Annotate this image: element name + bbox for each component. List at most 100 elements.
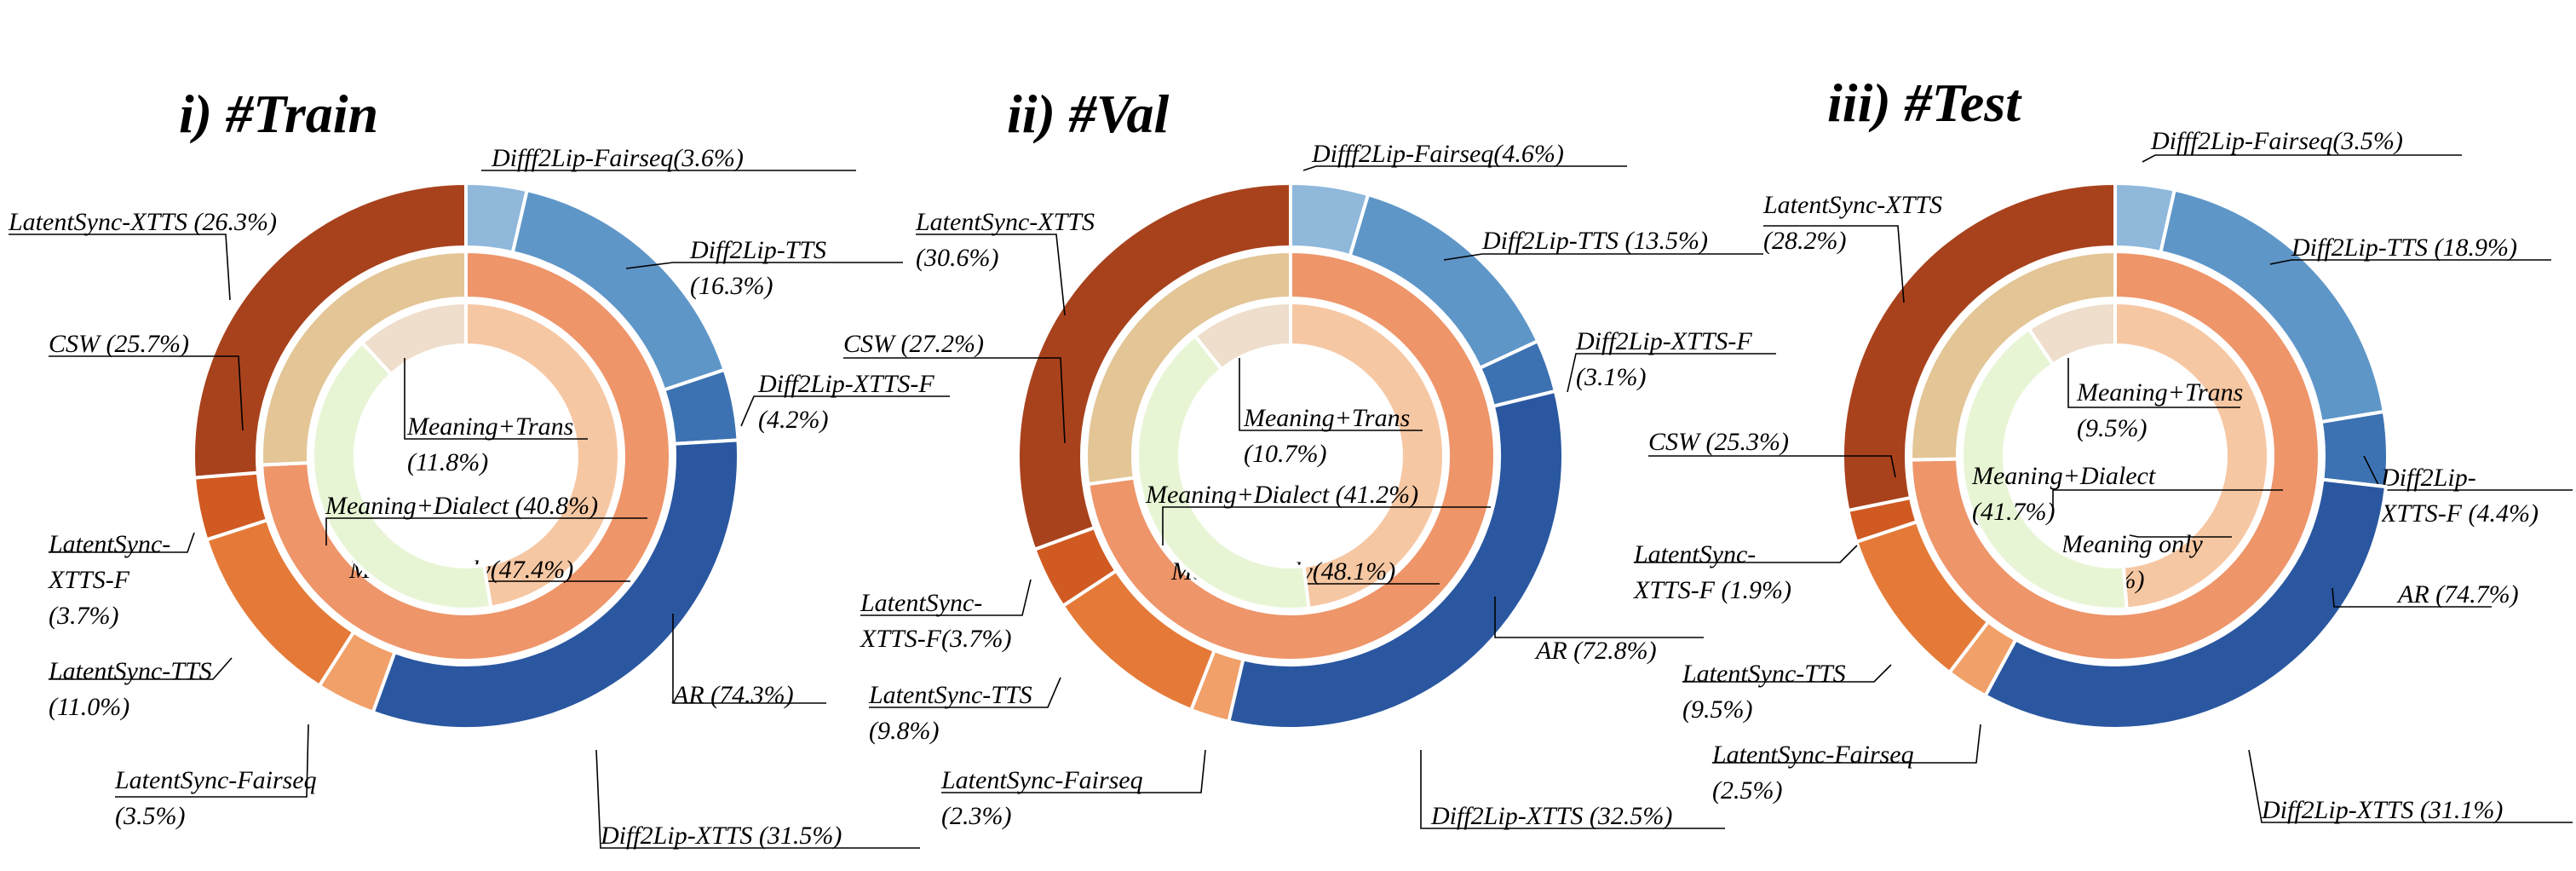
slice-meaning-dialect [1960,326,2129,611]
data-label-csw: CSW (27.2%) [843,330,984,358]
data-label-difff2lip-fairseq: Difff2Lip-Fairseq(3.5%) [2150,127,2403,155]
data-label-diff2lip-tts: (16.3%) [690,272,773,300]
data-label-diff2lip-xtts: Diff2Lip-XTTS (31.5%) [600,822,842,850]
data-label-diff2lip-xtts-f: Diff2Lip-XTTS-F [1575,327,1752,355]
leader-line-meaning-only [2129,534,2232,538]
slice-meaning-dialect [311,340,493,611]
data-label-meaning-trans: Meaning+Trans [1243,404,1410,432]
leader-line-latentsync-xtts [9,234,231,301]
outer-ring: Difff2Lip-Fairseq(3.5%) Diff2Lip-TTS (18.… [1633,127,2573,824]
leader-line-diff2lip-tts [2269,259,2551,265]
leader-line-diff2lip-tts [1443,253,1763,261]
leader-line-diff2lip-xtts [2248,749,2573,823]
slice-diff2lip-xtts [1226,389,1565,730]
data-label-diff2lip-xtts-f: (3.1%) [1576,363,1646,391]
leader-line-meaning-dialect [325,517,647,545]
middle-ring: AR (74.3%) CSW (25.7%) [49,249,826,709]
leader-line-diff2lip-xtts-f [1567,353,1776,393]
leader-line-latentsync-xtts-f [49,532,195,553]
data-label-latentsync-xtts-f: XTTS-F (1.9%) [1633,576,1791,604]
data-label-latentsync-fairseq: (2.3%) [941,802,1011,830]
leader-line-meaning-dialect [1162,506,1491,545]
slice-diff2lip-xtts-f [2319,409,2389,489]
slice-diff2lip-xtts [1982,477,2389,730]
chart-panel-2: ii) #Val Difff2Lip-Fairseq(4.6%) Diff2Lip-… [843,84,1776,830]
slice-meaning-trans [2027,300,2117,367]
data-label-diff2lip-xtts-f: Diff2Lip-XTTS-F [757,370,934,398]
slice-ar [260,249,672,662]
data-label-ar: AR (74.7%) [2396,580,2519,609]
data-label-latentsync-xtts: LatentSync-XTTS [1762,191,1942,219]
data-label-ar: AR (72.8%) [1534,637,1657,665]
data-label-latentsync-fairseq: LatentSync-Fairseq [940,766,1143,794]
leader-line-latentsync-xtts [1763,225,1905,303]
data-label-latentsync-tts: LatentSync-TTS [1682,660,1846,688]
slice-meaning-only [2113,300,2270,611]
data-label-diff2lip-tts: Diff2Lip-TTS (18.9%) [2291,234,2517,262]
data-label-latentsync-xtts-f: LatentSync- [860,589,982,617]
data-label-meaning-trans: (11.8%) [407,448,488,476]
inner-ring: Meaning only(48.1%)Meaning+Dialect (41.2… [1136,300,1491,611]
slice-meaning-trans [359,300,468,377]
data-label-difff2lip-fairseq: Difff2Lip-Fairseq(3.6%) [491,144,744,172]
data-label-latentsync-xtts-f: XTTS-F [48,566,130,594]
slice-meaning-dialect [1136,333,1311,611]
data-label-csw: CSW (25.3%) [1648,428,1789,456]
chart-panel-1: i) #Train Difff2Lip-Fairseq(3.6%) Diff2Lip… [8,84,950,850]
data-label-diff2lip-xtts: Diff2Lip-XTTS (31.1%) [2261,796,2503,824]
leader-line-ar [1494,597,1704,638]
data-label-latentsync-xtts-f: (3.7%) [49,602,118,630]
data-label-diff2lip-xtts-f: XTTS-F (4.4%) [2380,499,2539,528]
leader-line-diff2lip-xtts [1420,750,1725,829]
leader-line-latentsync-tts [869,677,1061,708]
data-label-meaning-dialect: Meaning+Dialect (40.8%) [325,492,598,520]
leader-line-meaning-dialect [2052,489,2283,511]
middle-ring: AR (74.7%) CSW (25.3%) [1648,249,2519,662]
leader-line-latentsync-fairseq [1712,724,1981,764]
outer-ring: Difff2Lip-Fairseq(4.6%) Diff2Lip-TTS (13.… [860,140,1776,830]
data-label-latentsync-xtts: (28.2%) [1763,227,1846,255]
slice-latentsync-xtts [192,181,468,480]
slice-csw [1909,249,2117,462]
middle-ring: AR (72.8%) CSW (27.2%) [843,249,1704,665]
leader-line-meaning-trans [404,358,588,440]
slice-csw [260,249,468,467]
leader-line-latentsync-xtts-f [860,579,1032,616]
data-label-latentsync-tts: LatentSync-TTS [48,657,212,685]
leader-line-difff2lip-fairseq [2142,154,2462,163]
data-label-meaning-trans: (10.7%) [1244,440,1326,468]
data-label-latentsync-xtts-f: LatentSync- [1633,540,1756,568]
data-label-ar: AR (74.3%) [671,681,794,709]
data-label-csw: CSW (25.7%) [49,330,189,358]
slice-csw [1084,249,1292,487]
data-label-latentsync-tts: LatentSync-TTS [868,681,1032,709]
leader-line-csw [1648,455,1896,478]
leader-line-ar [2332,587,2492,608]
data-label-latentsync-fairseq: (3.5%) [115,802,185,830]
data-label-meaning-dialect: Meaning+Dialect (41.2%) [1145,481,1418,509]
leader-line-diff2lip-tts [625,262,903,269]
slice-meaning-only [464,300,621,609]
slice-meaning-trans [1193,300,1292,372]
data-label-diff2lip-xtts: Diff2Lip-XTTS (32.5%) [1430,802,1672,830]
data-label-latentsync-tts: (9.5%) [1682,695,1752,724]
data-label-meaning-only: Meaning only [2061,530,2203,558]
data-label-latentsync-fairseq: (2.5%) [1712,776,1782,805]
leader-line-latentsync-xtts-f [1634,545,1858,563]
leader-line-csw [49,355,244,431]
leader-line-latentsync-xtts [916,234,1066,316]
leader-line-difff2lip-fairseq [1302,165,1627,171]
slice-meaning-only [1289,300,1446,610]
leader-line-diff2lip-xtts-f [740,395,950,427]
data-label-latentsync-xtts-f: XTTS-F(3.7%) [860,625,1011,653]
data-label-meaning-dialect: (41.7%) [1972,498,2055,526]
data-label-diff2lip-xtts-f: (4.2%) [758,406,828,434]
data-label-meaning-trans: (9.5%) [2077,414,2147,442]
data-label-latentsync-fairseq: LatentSync-Fairseq [114,766,317,794]
chart-title: i) #Train [179,84,378,144]
data-label-latentsync-tts: (11.0%) [49,693,129,721]
data-label-latentsync-xtts: LatentSync-XTTS (26.3%) [8,208,277,236]
data-label-difff2lip-fairseq: Difff2Lip-Fairseq(4.6%) [1311,140,1564,168]
data-label-latentsync-tts: (9.8%) [869,717,939,745]
